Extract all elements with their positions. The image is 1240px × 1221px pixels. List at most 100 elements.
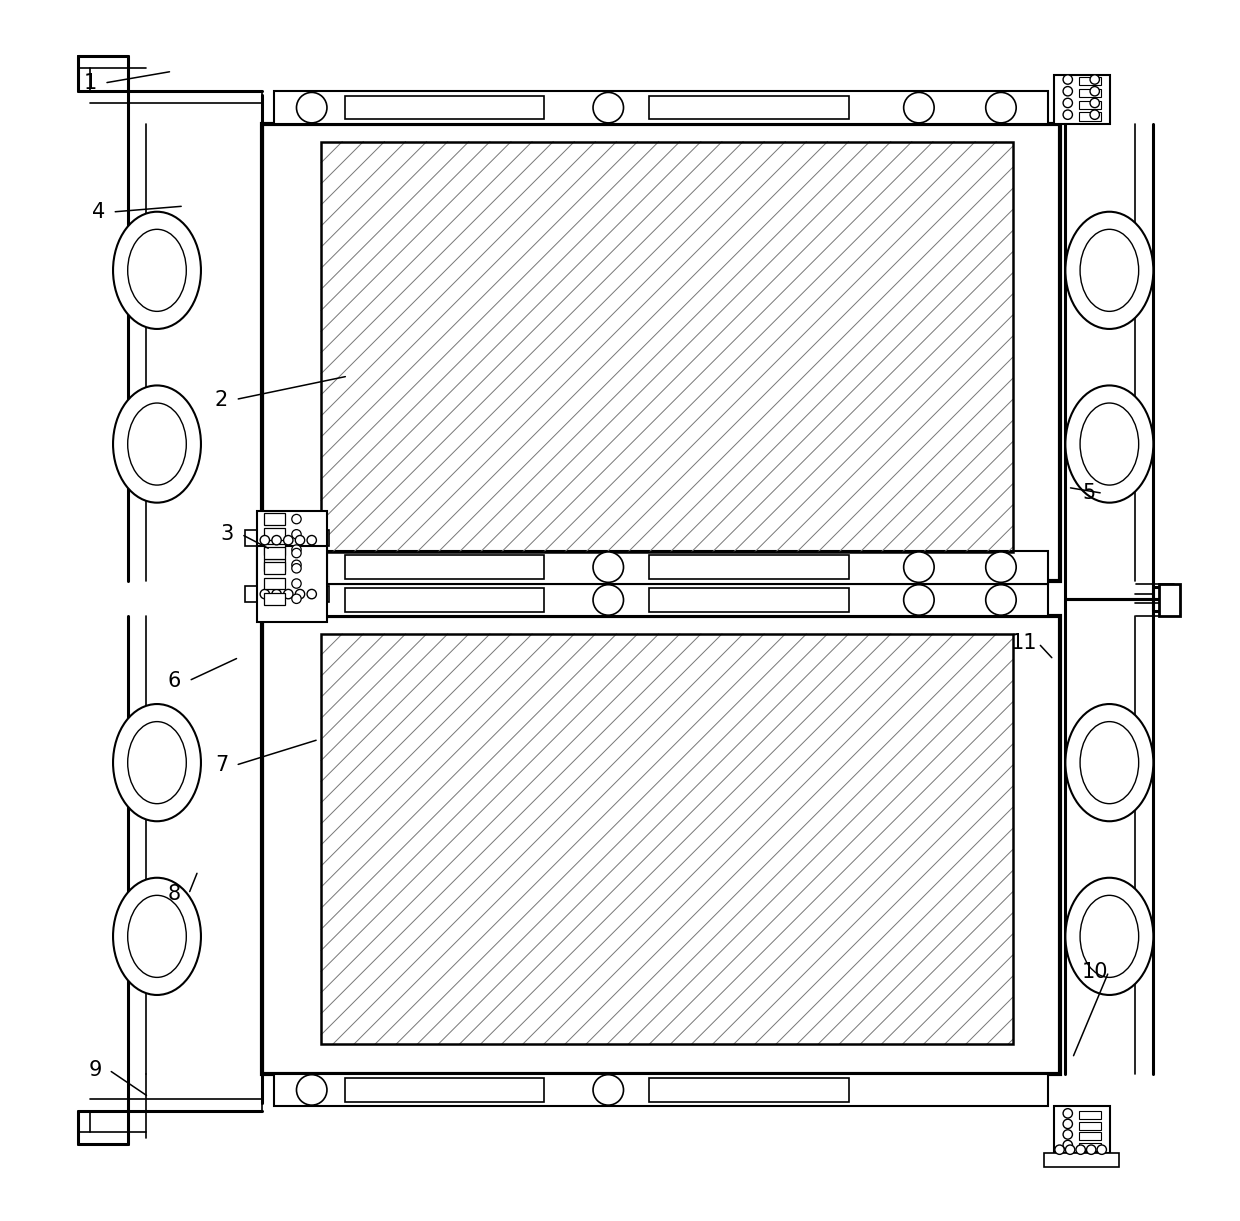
- Circle shape: [904, 585, 934, 615]
- Circle shape: [291, 530, 301, 538]
- Circle shape: [593, 585, 624, 615]
- Circle shape: [1063, 87, 1073, 96]
- Bar: [263, 125, 1059, 581]
- Ellipse shape: [1080, 895, 1138, 977]
- Circle shape: [260, 536, 269, 545]
- Ellipse shape: [128, 722, 186, 803]
- Circle shape: [291, 545, 301, 554]
- Circle shape: [272, 536, 281, 545]
- Bar: [274, 1073, 1048, 1106]
- Circle shape: [1090, 87, 1100, 96]
- Circle shape: [295, 590, 305, 598]
- Circle shape: [1090, 74, 1100, 84]
- Bar: [1080, 1132, 1101, 1140]
- Circle shape: [1063, 98, 1073, 107]
- Bar: [345, 1078, 544, 1101]
- Circle shape: [291, 564, 301, 573]
- Bar: [321, 634, 1013, 1044]
- Ellipse shape: [1065, 211, 1153, 328]
- Bar: [246, 530, 330, 546]
- Circle shape: [1076, 1145, 1085, 1154]
- Ellipse shape: [128, 403, 186, 485]
- Bar: [345, 96, 544, 120]
- Bar: [264, 578, 285, 590]
- Circle shape: [296, 1074, 327, 1105]
- Circle shape: [1063, 1129, 1073, 1139]
- Circle shape: [291, 548, 301, 558]
- Circle shape: [986, 93, 1017, 123]
- Bar: [1080, 77, 1101, 85]
- Bar: [1080, 1122, 1101, 1129]
- Bar: [1080, 89, 1101, 98]
- Ellipse shape: [1080, 403, 1138, 485]
- Ellipse shape: [113, 878, 201, 995]
- Bar: [263, 617, 1059, 1073]
- Ellipse shape: [1065, 386, 1153, 503]
- Circle shape: [291, 514, 301, 524]
- Bar: [274, 584, 1048, 617]
- Bar: [1080, 112, 1101, 121]
- Bar: [264, 543, 285, 556]
- Bar: [264, 513, 285, 525]
- Text: 10: 10: [1081, 961, 1109, 982]
- Ellipse shape: [113, 705, 201, 822]
- Circle shape: [1090, 110, 1100, 120]
- Bar: [264, 559, 285, 570]
- Circle shape: [291, 579, 301, 589]
- Ellipse shape: [1080, 230, 1138, 311]
- Bar: [1080, 100, 1101, 109]
- Ellipse shape: [113, 386, 201, 503]
- Ellipse shape: [1065, 878, 1153, 995]
- Circle shape: [904, 552, 934, 582]
- Circle shape: [296, 552, 327, 582]
- Text: 11: 11: [1011, 634, 1038, 653]
- Text: 3: 3: [221, 524, 234, 545]
- Bar: [650, 1078, 848, 1101]
- Text: 8: 8: [167, 884, 181, 905]
- Circle shape: [1065, 1145, 1075, 1154]
- Bar: [321, 142, 1013, 552]
- Bar: [1080, 1111, 1101, 1120]
- Text: 7: 7: [215, 756, 228, 775]
- Circle shape: [1063, 74, 1073, 84]
- Bar: [264, 563, 285, 574]
- Bar: [650, 96, 848, 120]
- Bar: [257, 510, 327, 584]
- Circle shape: [296, 585, 327, 615]
- Circle shape: [1063, 1109, 1073, 1118]
- Text: 1: 1: [83, 73, 97, 93]
- Ellipse shape: [128, 230, 186, 311]
- Ellipse shape: [113, 211, 201, 328]
- Circle shape: [296, 93, 327, 123]
- Bar: [650, 589, 848, 612]
- Circle shape: [904, 93, 934, 123]
- Circle shape: [260, 590, 269, 598]
- Bar: [264, 529, 285, 540]
- Circle shape: [308, 590, 316, 598]
- Bar: [1054, 1106, 1110, 1153]
- Bar: [1159, 584, 1180, 617]
- Circle shape: [1086, 1145, 1096, 1154]
- Circle shape: [986, 552, 1017, 582]
- Circle shape: [1063, 110, 1073, 120]
- Bar: [1054, 74, 1110, 125]
- Bar: [78, 56, 128, 92]
- Circle shape: [295, 536, 305, 545]
- Circle shape: [1097, 1145, 1106, 1154]
- Text: 6: 6: [167, 670, 181, 691]
- Circle shape: [1063, 1140, 1073, 1150]
- Circle shape: [291, 595, 301, 603]
- Circle shape: [308, 536, 316, 545]
- Circle shape: [1090, 98, 1100, 107]
- Circle shape: [272, 590, 281, 598]
- Bar: [264, 547, 285, 559]
- Circle shape: [986, 585, 1017, 615]
- Bar: [264, 593, 285, 604]
- Bar: [345, 589, 544, 612]
- Circle shape: [593, 552, 624, 582]
- Bar: [1080, 1143, 1101, 1151]
- Circle shape: [1055, 1145, 1064, 1154]
- Bar: [246, 586, 330, 602]
- Circle shape: [1063, 1120, 1073, 1128]
- Text: 5: 5: [1083, 484, 1095, 503]
